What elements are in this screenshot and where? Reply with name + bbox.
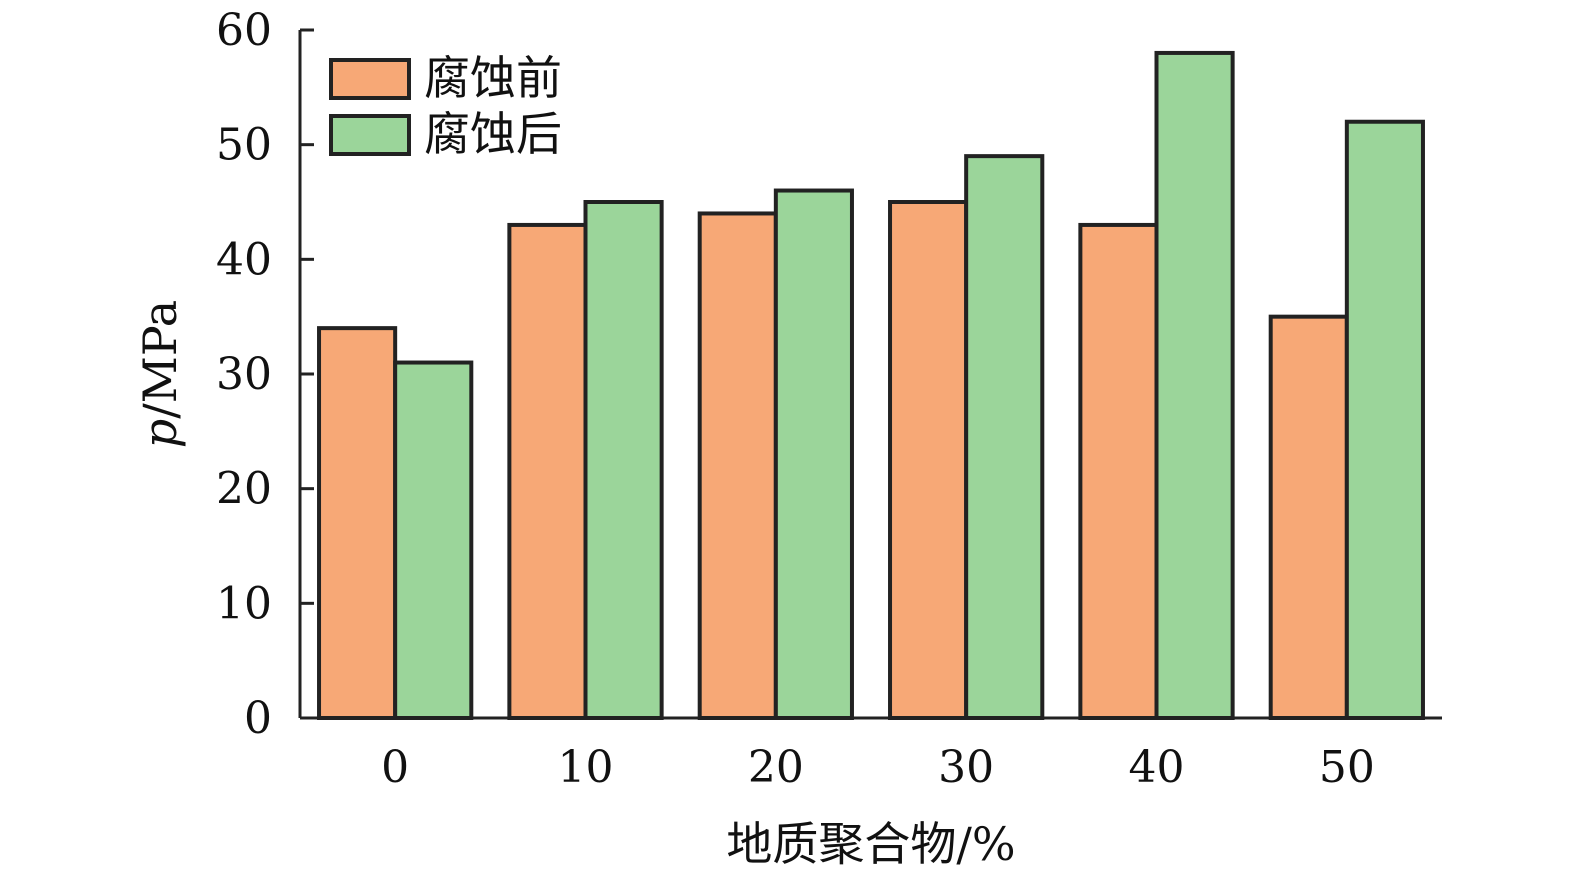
bar-before-corrosion — [317, 326, 398, 720]
x-axis-title: 地质聚合物/% — [726, 817, 1015, 871]
bar-before-corrosion — [888, 200, 969, 720]
legend-label-before: 腐蚀前 — [424, 51, 562, 105]
legend-swatch-after — [329, 114, 411, 156]
y-tick-label: 40 — [216, 234, 272, 285]
bar-after-corrosion — [1154, 50, 1235, 720]
x-ticks-group: 0 10 20 30 40 50 — [381, 742, 1375, 793]
bar-after-corrosion — [964, 154, 1045, 720]
y-tick-label: 60 — [216, 5, 272, 56]
bar-after-corrosion — [773, 188, 854, 721]
y-tick-label: 0 — [244, 693, 272, 744]
bar-after-corrosion — [583, 200, 664, 720]
y-tick-label: 10 — [216, 578, 272, 629]
y-tick-label: 20 — [216, 464, 272, 515]
bar-after-corrosion — [393, 360, 474, 720]
y-axis-unit: /MPa — [133, 300, 187, 419]
y-tick-label: 50 — [216, 120, 272, 171]
bar-before-corrosion — [1268, 314, 1349, 720]
x-tick-label: 0 — [381, 742, 409, 793]
y-tick-label: 30 — [216, 349, 272, 400]
bars-group — [317, 50, 1425, 721]
x-tick-label: 40 — [1129, 742, 1185, 793]
legend: 腐蚀前 腐蚀后 — [329, 51, 562, 161]
legend-label-after: 腐蚀后 — [424, 107, 562, 161]
y-axis-title: p/MPa — [133, 300, 187, 448]
x-tick-label: 10 — [558, 742, 614, 793]
bar-before-corrosion — [1078, 222, 1159, 721]
x-tick-label: 20 — [748, 742, 804, 793]
bar-before-corrosion — [507, 222, 588, 721]
bar-after-corrosion — [1344, 119, 1425, 720]
x-tick-label: 30 — [938, 742, 994, 793]
y-axis-variable: p — [133, 419, 187, 448]
x-tick-label: 50 — [1319, 742, 1375, 793]
bar-before-corrosion — [697, 211, 778, 720]
legend-swatch-before — [329, 58, 411, 100]
y-ticks-group: 0 10 20 30 40 50 60 — [216, 5, 314, 744]
